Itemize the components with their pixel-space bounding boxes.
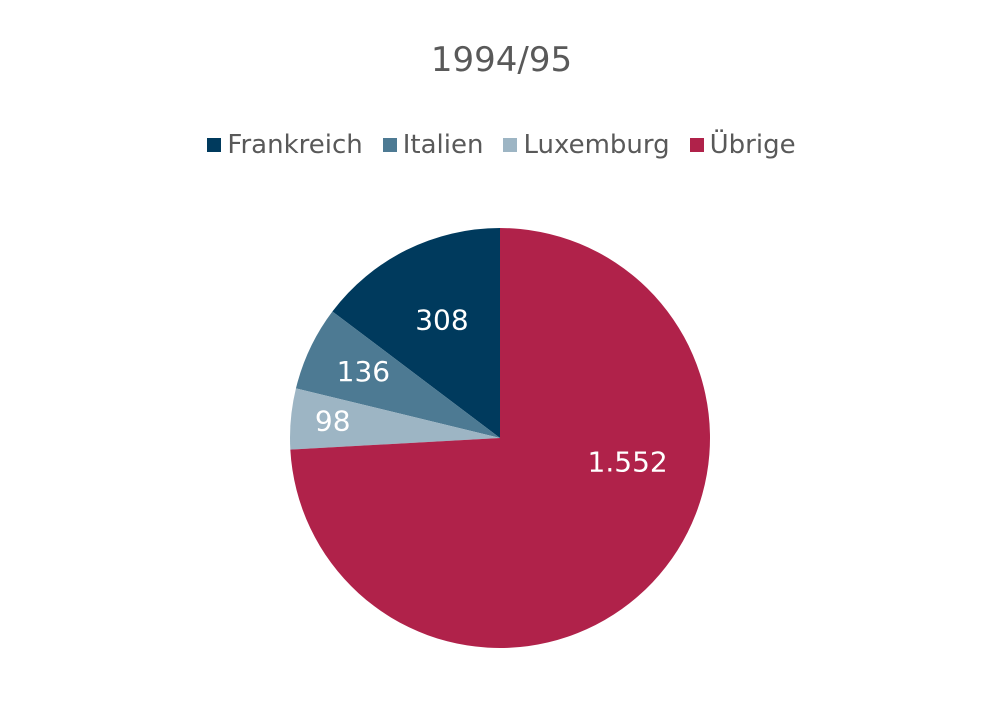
legend-swatch-italien (382, 138, 397, 152)
legend-label-uebrige: Übrige (709, 130, 796, 160)
pie-slice-frankreich (332, 228, 500, 438)
chart-legend: Frankreich Italien Luxemburg Übrige (0, 130, 1003, 160)
legend-item-frankreich: Frankreich (207, 130, 363, 160)
legend-item-italien: Italien (382, 130, 484, 160)
data-label-italien: 136 (337, 355, 390, 388)
pie-slice-luxemburg (290, 388, 500, 450)
data-label-luxemburg: 98 (315, 405, 351, 438)
data-label-frankreich: 308 (415, 303, 468, 336)
legend-item-uebrige: Übrige (689, 130, 796, 160)
legend-swatch-frankreich (207, 138, 222, 152)
pie-slice-uebrige (290, 228, 710, 648)
data-label-uebrige: 1.552 (588, 446, 668, 479)
legend-swatch-uebrige (689, 138, 704, 152)
pie-slice-italien (295, 311, 500, 438)
legend-item-luxemburg: Luxemburg (503, 130, 670, 160)
legend-swatch-luxemburg (503, 138, 518, 152)
chart-title: 1994/95 (430, 40, 573, 80)
legend-label-italien: Italien (402, 130, 484, 160)
legend-label-frankreich: Frankreich (227, 130, 363, 160)
legend-label-luxemburg: Luxemburg (523, 130, 670, 160)
